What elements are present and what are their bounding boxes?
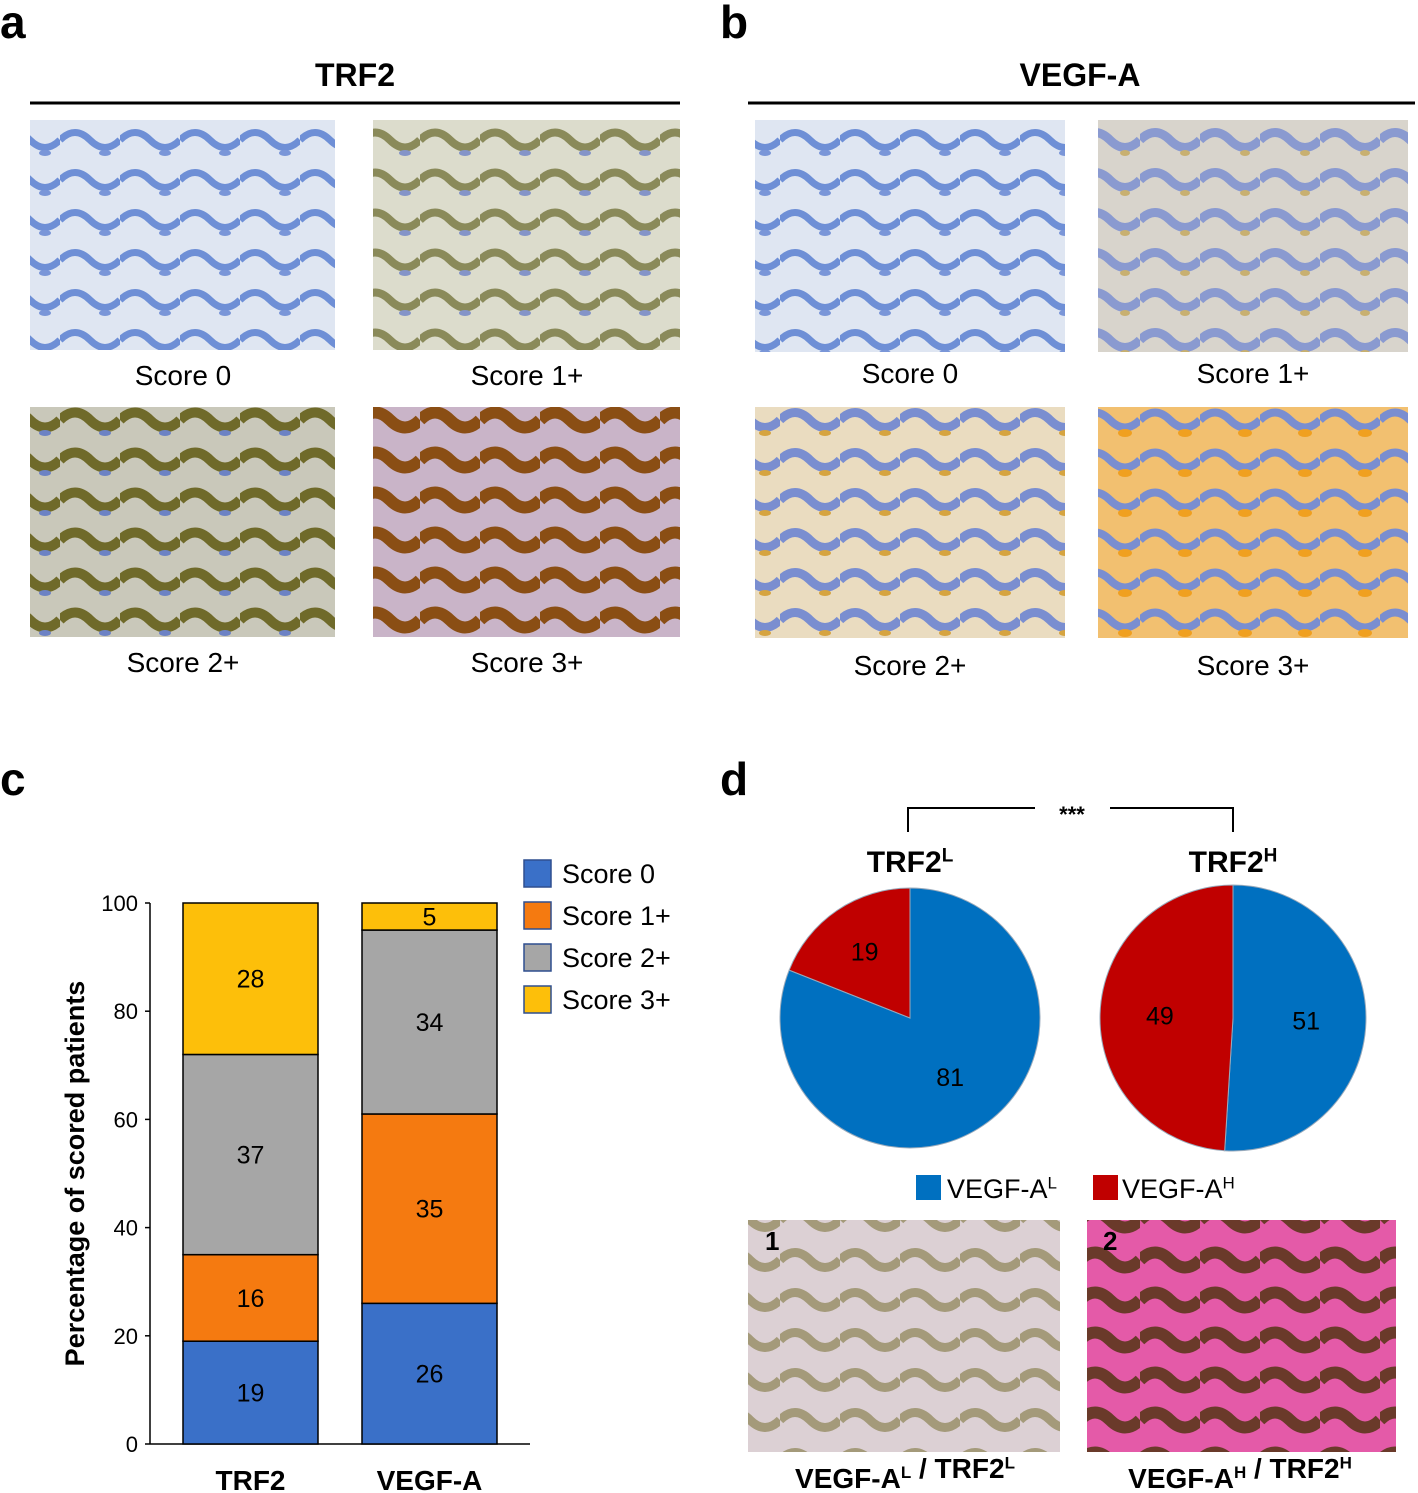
data-label: 49 <box>1146 1003 1174 1031</box>
text-part: VEGF-A <box>947 1174 1048 1204</box>
text-part: VEGF-A <box>1122 1174 1223 1204</box>
legend-label: Score 1+ <box>562 901 671 931</box>
image-caption: Score 0 <box>862 358 959 389</box>
data-label: 28 <box>237 966 265 994</box>
superscript: H <box>1223 1174 1235 1193</box>
panel-title: TRF2 <box>315 57 395 93</box>
micrograph <box>748 1220 1060 1452</box>
pie-title: TRF2H <box>1189 846 1278 880</box>
bar-segment <box>361 1113 498 1305</box>
panel-label: b <box>720 0 748 48</box>
data-label: 19 <box>851 938 879 966</box>
micrograph <box>755 407 1065 638</box>
micrograph <box>1098 407 1408 638</box>
data-label: 26 <box>416 1361 444 1389</box>
image-caption: Score 1+ <box>471 360 584 391</box>
legend-swatch <box>523 859 552 888</box>
y-tick-label: 60 <box>114 1107 138 1132</box>
superscript: H <box>1264 846 1278 867</box>
bar-segment <box>361 902 498 931</box>
y-tick-label: 40 <box>114 1216 138 1241</box>
x-tick-label: VEGF-A <box>377 1465 483 1493</box>
bar-segment <box>361 1302 498 1445</box>
image-caption: Score 1+ <box>1197 358 1310 389</box>
micrograph <box>30 120 335 350</box>
text-part: TRF2 <box>1189 846 1264 879</box>
data-label: 19 <box>237 1380 265 1408</box>
pie-slice <box>1099 884 1234 1152</box>
text-part: VEGF-A <box>795 1463 901 1493</box>
micrograph <box>1098 120 1408 352</box>
legend-label: Score 0 <box>562 859 655 889</box>
data-label: 5 <box>423 904 437 932</box>
bar-segment <box>182 1053 319 1256</box>
y-tick-label: 100 <box>101 891 138 916</box>
data-label: 35 <box>416 1196 444 1224</box>
legend-swatch <box>523 985 552 1014</box>
legend-label: VEGF-AH <box>1122 1174 1235 1204</box>
y-tick-label: 80 <box>114 999 138 1024</box>
micrograph <box>755 120 1065 352</box>
bar-segment <box>182 902 319 1056</box>
image-caption: VEGF-AH / TRF2H <box>1128 1453 1352 1493</box>
y-axis-label: Percentage of scored patients <box>60 981 90 1367</box>
panel-label: a <box>0 0 26 48</box>
text-part: / TRF2 <box>1246 1453 1339 1484</box>
image-caption: Score 0 <box>135 360 232 391</box>
pie-slice <box>1224 884 1367 1152</box>
superscript: L <box>1005 1453 1015 1472</box>
panel-label: c <box>0 753 26 805</box>
superscript: L <box>942 846 954 867</box>
y-tick-label: 0 <box>126 1432 138 1457</box>
data-label: 51 <box>1292 1007 1320 1035</box>
micrograph <box>373 407 680 637</box>
image-number: 1 <box>765 1226 779 1256</box>
superscript: H <box>1340 1453 1352 1472</box>
image-caption: Score 2+ <box>854 650 967 681</box>
legend-swatch <box>523 901 552 930</box>
superscript: L <box>901 1463 911 1482</box>
legend-swatch <box>916 1175 941 1200</box>
x-tick-label: TRF2 <box>216 1465 286 1493</box>
bar-segment <box>361 929 498 1115</box>
bar-segment <box>182 1253 319 1342</box>
image-caption: VEGF-AL / TRF2L <box>795 1453 1015 1493</box>
y-tick-label: 20 <box>114 1324 138 1349</box>
significance: *** <box>1059 802 1085 827</box>
data-label: 34 <box>416 1009 444 1037</box>
text-part: TRF2 <box>867 846 942 879</box>
image-number: 2 <box>1103 1226 1117 1256</box>
panel-title: VEGF-A <box>1020 57 1141 93</box>
legend-swatch <box>523 943 552 972</box>
data-label: 81 <box>936 1064 964 1092</box>
text-part: / TRF2 <box>911 1453 1004 1484</box>
pie-slice <box>788 887 911 1019</box>
image-caption: Score 2+ <box>127 647 240 678</box>
micrograph <box>30 407 335 637</box>
image-caption: Score 3+ <box>471 647 584 678</box>
micrograph <box>373 120 680 350</box>
image-caption: Score 3+ <box>1197 650 1310 681</box>
micrographs <box>30 120 1408 1452</box>
pie-title: TRF2L <box>867 846 954 880</box>
legend-swatch <box>1093 1175 1118 1200</box>
superscript: L <box>1048 1174 1057 1193</box>
significance-bracket <box>907 807 1234 832</box>
panel-label: d <box>720 753 748 805</box>
micrograph <box>1087 1220 1396 1452</box>
data-label: 16 <box>237 1285 265 1313</box>
legend-label: Score 3+ <box>562 985 671 1015</box>
legend-label: VEGF-AL <box>947 1174 1057 1204</box>
bar-segment <box>182 1340 319 1445</box>
data-label: 37 <box>237 1142 265 1170</box>
superscript: H <box>1234 1463 1246 1482</box>
legend-label: Score 2+ <box>562 943 671 973</box>
text-part: VEGF-A <box>1128 1463 1234 1493</box>
